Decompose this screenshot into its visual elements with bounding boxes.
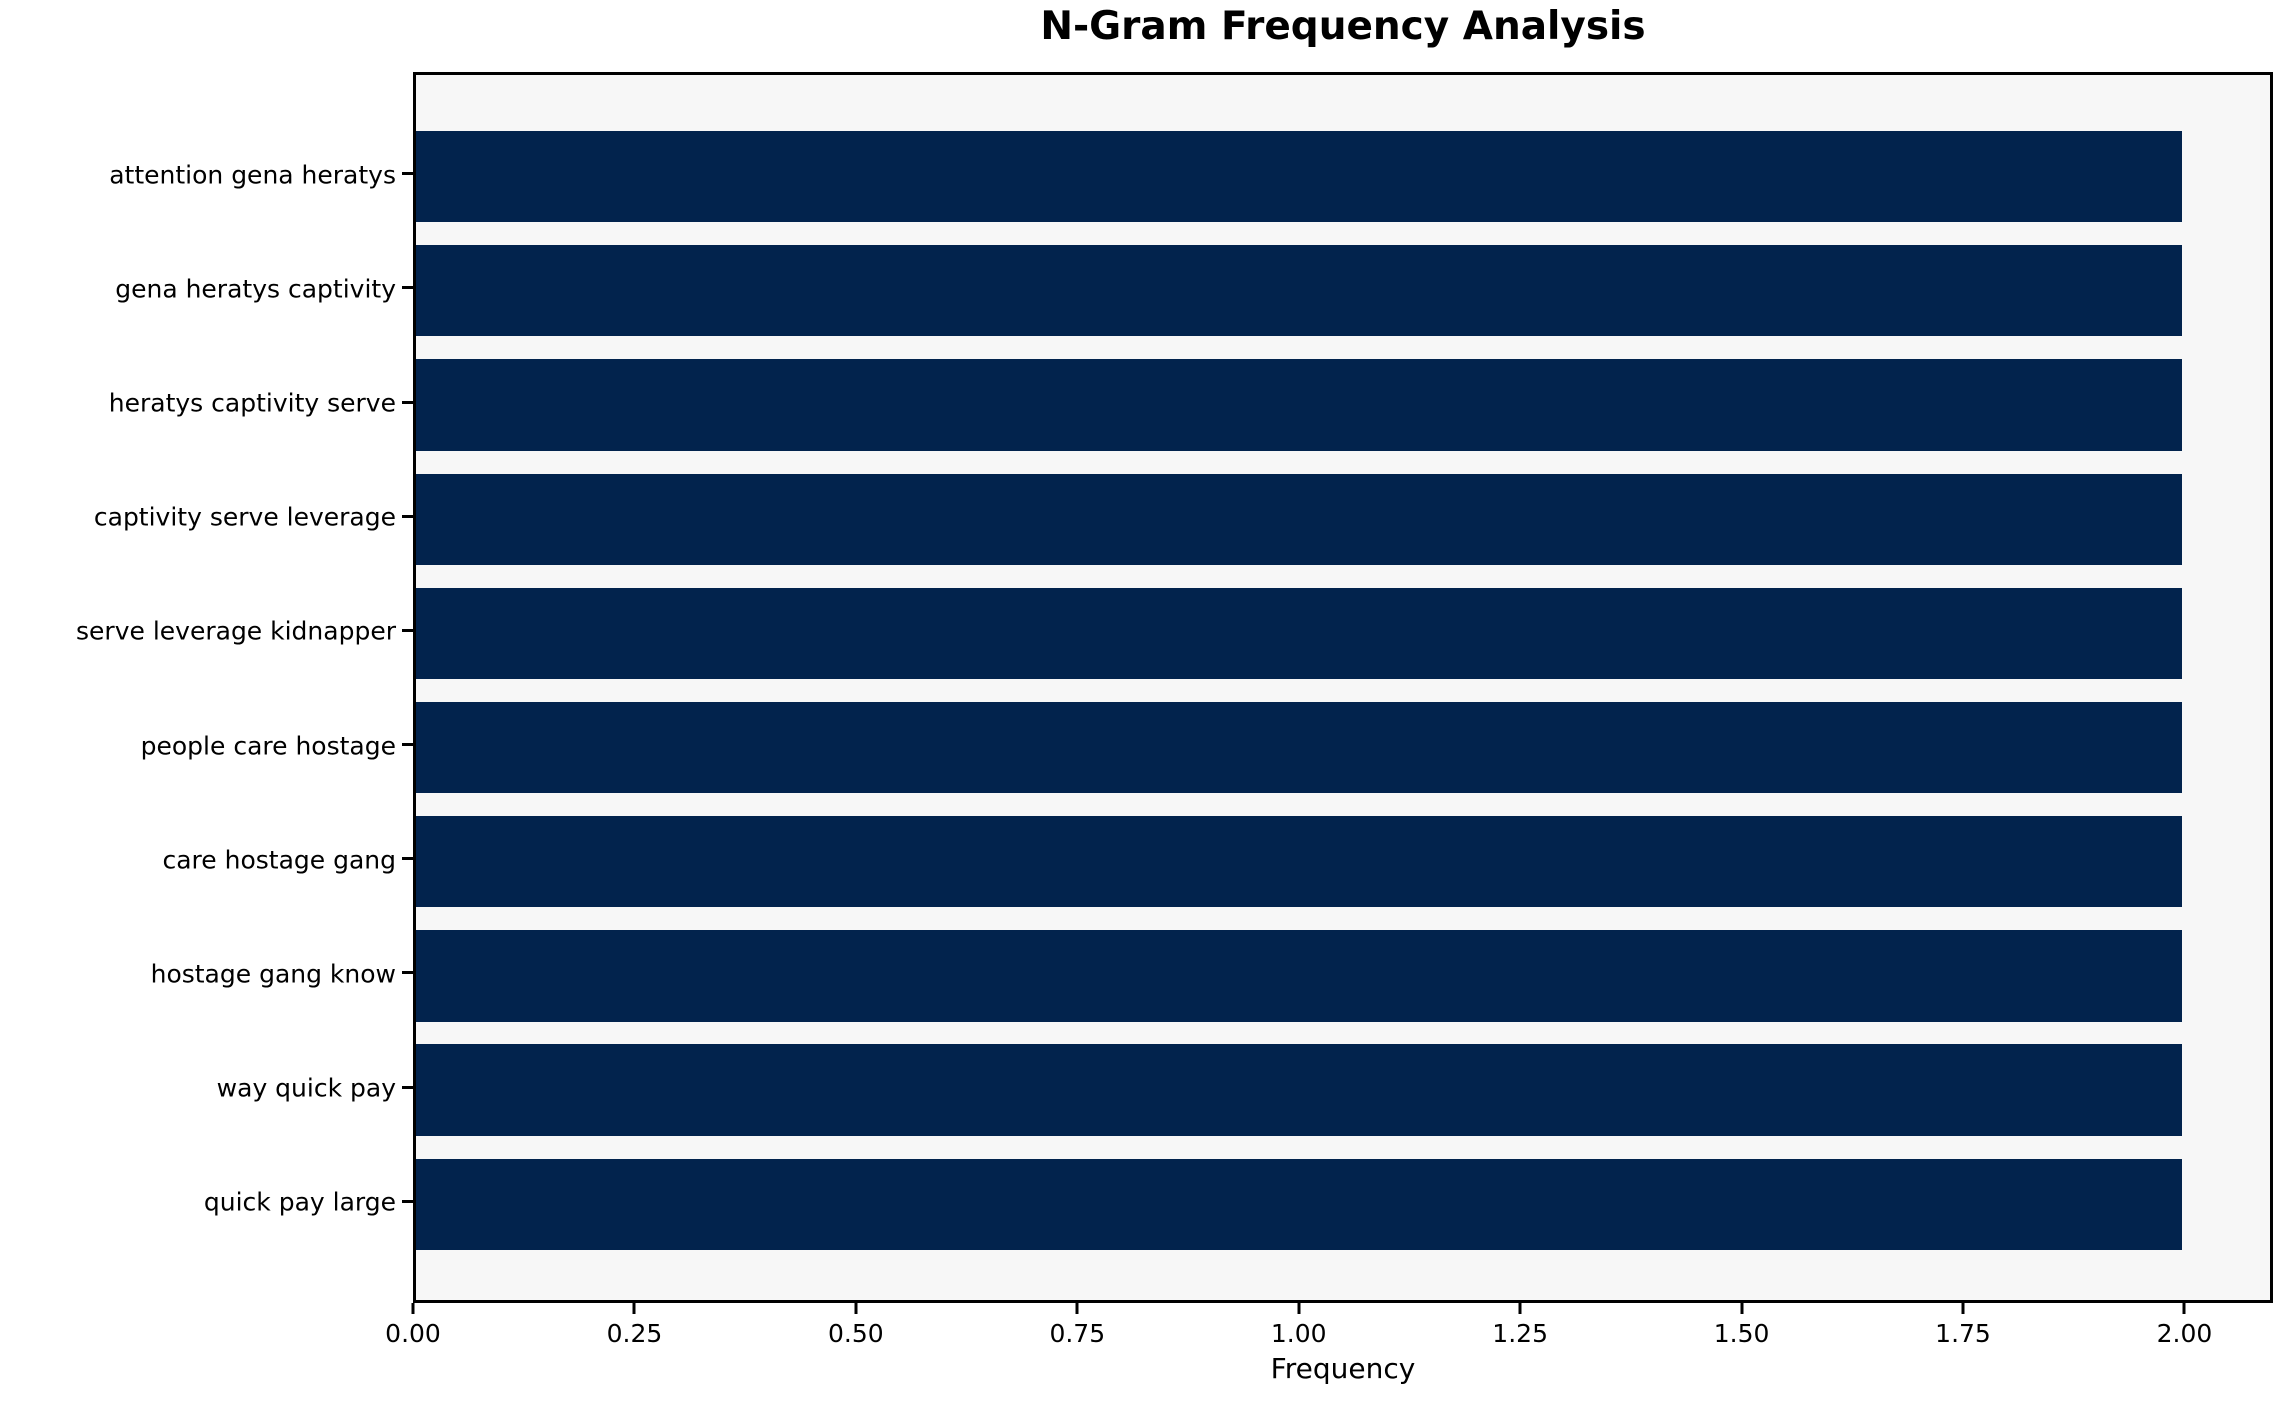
x-tick-label: 1.25 (1492, 1319, 1548, 1348)
x-tick-label: 0.50 (828, 1319, 884, 1348)
y-tick-mark (402, 628, 413, 632)
x-axis-label: Frequency (1270, 1352, 1416, 1385)
bar (416, 816, 2182, 908)
y-tick-mark (402, 172, 413, 176)
y-tick-label: attention gena heratys (109, 160, 396, 190)
bar (416, 701, 2182, 794)
bar (416, 1044, 2182, 1136)
y-tick-mark (402, 286, 413, 290)
bar (416, 1158, 2182, 1251)
x-tick-label: 1.50 (1713, 1319, 1770, 1348)
y-tick-label: people care hostage (140, 731, 396, 761)
y-tick-label: quick pay large (203, 1187, 396, 1217)
y-tick-mark (402, 857, 413, 861)
y-tick-label: care hostage gang (162, 845, 396, 875)
plot-area (413, 72, 2273, 1303)
x-tick-mark (411, 1303, 415, 1314)
x-tick-mark (1518, 1303, 1522, 1314)
y-tick-label: captivity serve leverage (93, 502, 396, 532)
bar (416, 930, 2182, 1022)
x-tick-mark (1297, 1303, 1301, 1314)
x-tick-label: 1.00 (1270, 1319, 1327, 1348)
bar (416, 245, 2182, 337)
x-tick-label: 1.75 (1935, 1319, 1991, 1348)
bar (416, 130, 2182, 223)
x-tick-label: 0.25 (606, 1319, 663, 1348)
y-tick-mark (402, 400, 413, 404)
x-tick-mark (632, 1303, 636, 1314)
x-tick-label: 0.75 (1049, 1319, 1106, 1348)
x-tick-mark (854, 1303, 858, 1314)
y-tick-label: gena heratys captivity (115, 274, 396, 304)
x-tick-mark (1740, 1303, 1744, 1314)
bar (416, 473, 2182, 565)
y-tick-mark (402, 971, 413, 975)
x-tick-label: 0.00 (385, 1319, 441, 1348)
y-tick-label: hostage gang know (150, 959, 396, 989)
x-tick-mark (1075, 1303, 1079, 1314)
y-tick-label: way quick pay (216, 1073, 396, 1103)
x-tick-mark (1961, 1303, 1965, 1314)
y-tick-mark (402, 514, 413, 518)
x-tick-label: 2.00 (2156, 1319, 2213, 1348)
y-tick-label: serve leverage kidnapper (76, 616, 396, 646)
bar (416, 359, 2182, 451)
y-tick-mark (402, 743, 413, 747)
chart-title: N-Gram Frequency Analysis (1040, 4, 1646, 49)
x-tick-mark (2182, 1303, 2186, 1314)
y-tick-mark (402, 1085, 413, 1089)
y-tick-label: heratys captivity serve (108, 388, 396, 418)
bar (416, 587, 2182, 680)
y-tick-mark (402, 1199, 413, 1203)
